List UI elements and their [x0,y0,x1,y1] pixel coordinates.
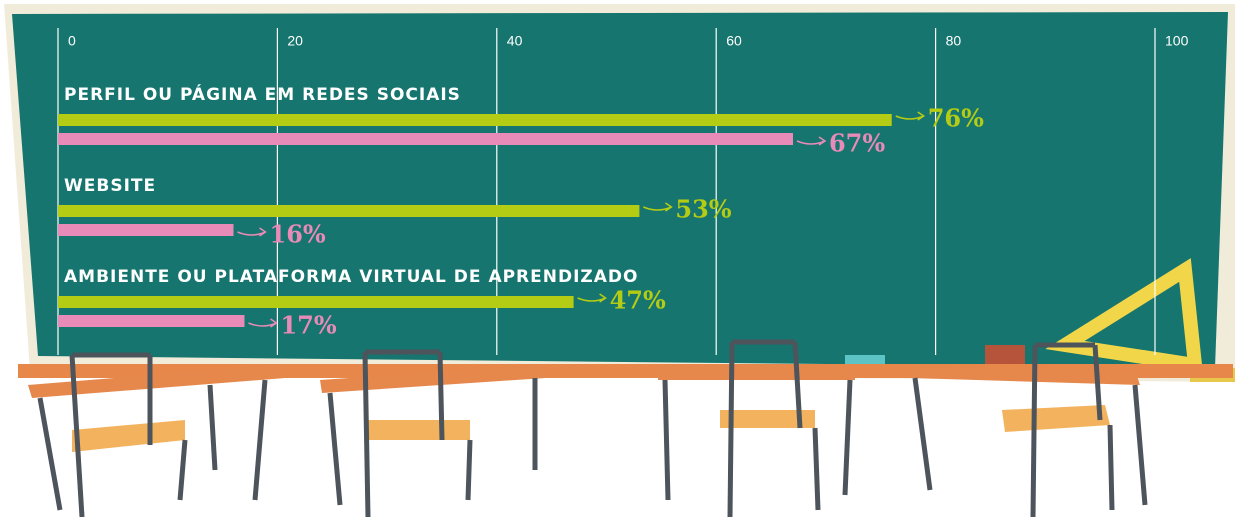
board [12,12,1228,368]
category-label: AMBIENTE OU PLATAFORMA VIRTUAL DE APREND… [64,267,638,287]
arrow [796,136,827,146]
arrow [643,202,673,212]
value-label: 47% [610,286,666,315]
set-square [1045,258,1203,374]
value-label: 17% [280,311,336,340]
x-tick-label: 80 [946,33,962,49]
eraser [845,355,885,365]
x-tick-label: 20 [287,33,303,49]
arrow [895,111,926,121]
bar [58,205,640,217]
value-label: 53% [675,195,731,224]
furniture [28,339,1148,517]
x-tick-label: 0 [68,33,76,49]
arrow [248,318,278,328]
arrow [237,227,267,237]
bar [58,224,234,236]
bar [58,315,245,327]
category-label: PERFIL OU PÁGINA EM REDES SOCIAIS [64,83,461,105]
bar [58,296,574,308]
bar [58,133,793,145]
value-label: 76% [928,104,984,133]
value-label: 67% [829,129,885,158]
x-tick-label: 40 [507,33,523,49]
bar [58,114,892,126]
x-tick-label: 100 [1165,33,1189,49]
category-label: WEBSITE [64,176,156,196]
value-label: 16% [270,220,326,249]
arrow [577,293,607,303]
book [985,345,1025,365]
x-tick-label: 60 [726,33,742,49]
